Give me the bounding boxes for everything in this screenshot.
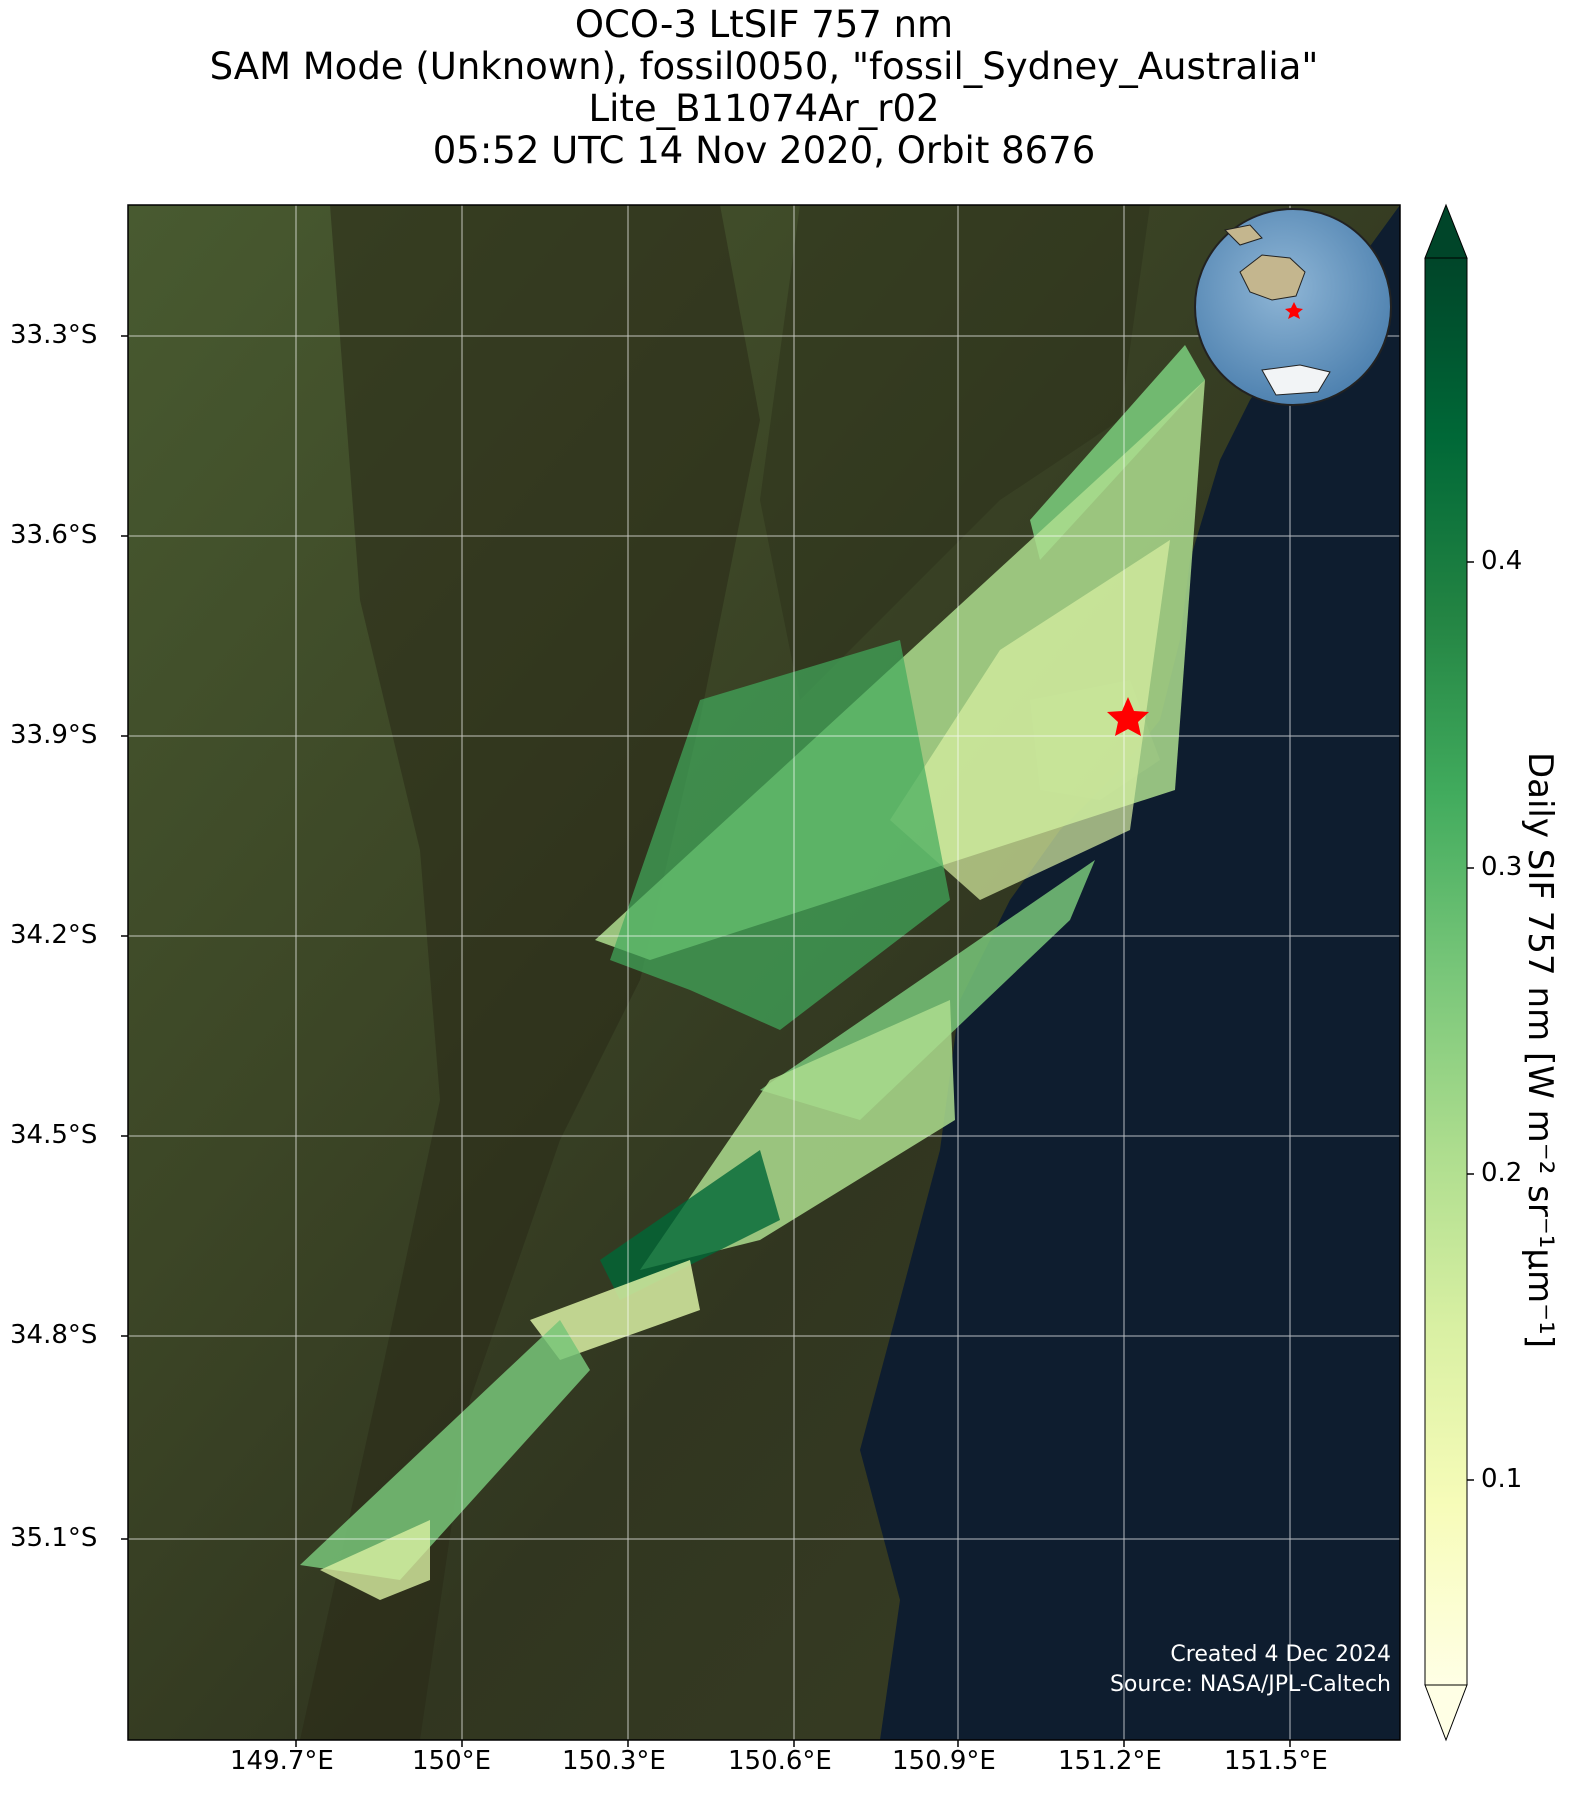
- axis-ticks: [121, 335, 1291, 1747]
- title-line-4: 05:52 UTC 14 Nov 2020, Orbit 8676: [432, 129, 1096, 172]
- asia-shape: [1223, 224, 1263, 246]
- graticule: [128, 205, 1400, 1740]
- sif-swath: [320, 1520, 430, 1600]
- inset-globe: [1194, 208, 1392, 406]
- colorbar-tick-label: 0.1: [1481, 1464, 1523, 1494]
- figure-title: OCO-3 LtSIF 757 nm SAM Mode (Unknown), f…: [128, 4, 1400, 172]
- title-line-3: Lite_B11074Ar_r02: [588, 87, 940, 130]
- australia-shape: [1239, 254, 1306, 301]
- antarctica-shape: [1261, 364, 1331, 396]
- lon-label: 150.3°E: [562, 1746, 666, 1776]
- colorbar-min-extend: [1424, 1684, 1468, 1742]
- forest-shade: [760, 205, 1150, 700]
- lat-label: 33.6°S: [10, 520, 98, 550]
- lat-label: 33.3°S: [10, 320, 98, 350]
- title-line-2: SAM Mode (Unknown), fossil0050, "fossil_…: [209, 45, 1319, 88]
- created-date-text: Created 4 Dec 2024: [1170, 1642, 1391, 1667]
- target-star-icon: [1107, 697, 1149, 736]
- map-border: [127, 204, 1401, 1741]
- lat-label: 33.9°S: [10, 720, 98, 750]
- lat-label: 35.1°S: [10, 1523, 98, 1553]
- sif-swath: [300, 1320, 590, 1580]
- sif-swath: [600, 1150, 780, 1300]
- lon-label: 151.2°E: [1058, 1746, 1162, 1776]
- sif-swath: [610, 640, 950, 1030]
- colorbar: [1424, 203, 1474, 1742]
- colorbar-tick-label: 0.3: [1481, 852, 1523, 882]
- colorbar-body: [1425, 258, 1467, 1685]
- lat-label: 34.5°S: [10, 1120, 98, 1150]
- colorbar-tick-label: 0.4: [1481, 546, 1523, 576]
- mountain-shade: [300, 205, 760, 1740]
- lon-label: 150.9°E: [892, 1746, 996, 1776]
- lon-label: 150°E: [412, 1746, 492, 1776]
- source-text: Source: NASA/JPL-Caltech: [1109, 1672, 1391, 1697]
- lat-label: 34.2°S: [10, 920, 98, 950]
- colorbar-max-extend: [1424, 203, 1468, 259]
- title-line-1: OCO-3 LtSIF 757 nm: [574, 3, 954, 46]
- colorbar-ticks: [1467, 561, 1474, 1481]
- lon-label: 151.5°E: [1224, 1746, 1328, 1776]
- sif-swath: [530, 1260, 700, 1360]
- lon-label: 150.6°E: [728, 1746, 832, 1776]
- ocean: [860, 205, 1400, 1740]
- sif-swath: [890, 540, 1170, 900]
- colorbar-tick-label: 0.2: [1481, 1158, 1523, 1188]
- lon-label: 149.7°E: [230, 1746, 334, 1776]
- map-area: [128, 205, 1400, 1740]
- globe-star-icon: [1285, 302, 1303, 319]
- colorbar-label: Daily SIF 757 nm [W m⁻² sr⁻¹µm⁻¹]: [1520, 751, 1560, 1349]
- lat-label: 34.8°S: [10, 1320, 98, 1350]
